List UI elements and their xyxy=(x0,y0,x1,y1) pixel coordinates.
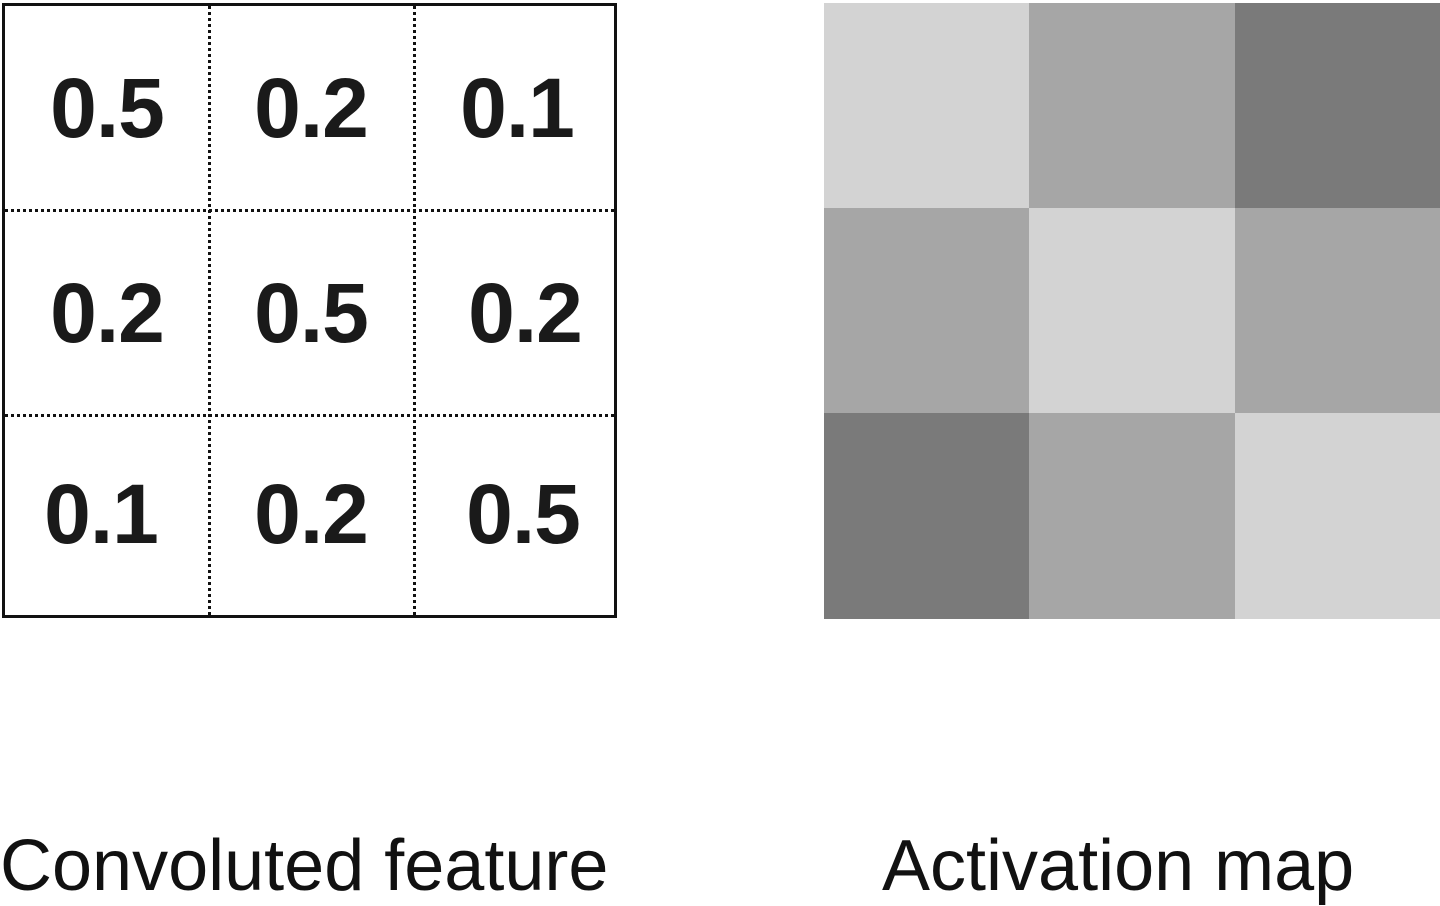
activation-cell xyxy=(1029,208,1235,414)
grid-divider-horizontal xyxy=(5,414,614,417)
feature-cell: 0.2 xyxy=(468,265,583,360)
convoluted-feature-caption: Convoluted feature xyxy=(0,826,609,906)
activation-cell xyxy=(1235,3,1440,209)
feature-cell: 0.5 xyxy=(50,60,165,155)
activation-cell xyxy=(1235,413,1440,619)
convoluted-feature-grid: 0.5 0.2 0.1 0.2 0.5 0.2 0.1 0.2 0.5 xyxy=(2,3,617,618)
feature-cell: 0.2 xyxy=(254,60,369,155)
activation-cell xyxy=(1029,413,1235,619)
activation-cell xyxy=(824,3,1030,209)
grid-divider-horizontal xyxy=(5,209,614,212)
activation-cell xyxy=(1029,3,1235,209)
activation-map-caption: Activation map xyxy=(882,826,1355,906)
feature-cell: 0.2 xyxy=(50,265,165,360)
grid-divider-vertical xyxy=(413,6,416,615)
feature-cell: 0.2 xyxy=(254,466,369,561)
feature-cell: 0.1 xyxy=(460,60,575,155)
feature-cell: 0.1 xyxy=(44,466,159,561)
activation-cell xyxy=(824,208,1030,414)
feature-cell: 0.5 xyxy=(254,265,369,360)
feature-cell: 0.5 xyxy=(466,466,581,561)
activation-map-grid xyxy=(824,3,1440,619)
activation-cell xyxy=(1235,208,1440,414)
grid-divider-vertical xyxy=(208,6,211,615)
activation-cell xyxy=(824,413,1030,619)
